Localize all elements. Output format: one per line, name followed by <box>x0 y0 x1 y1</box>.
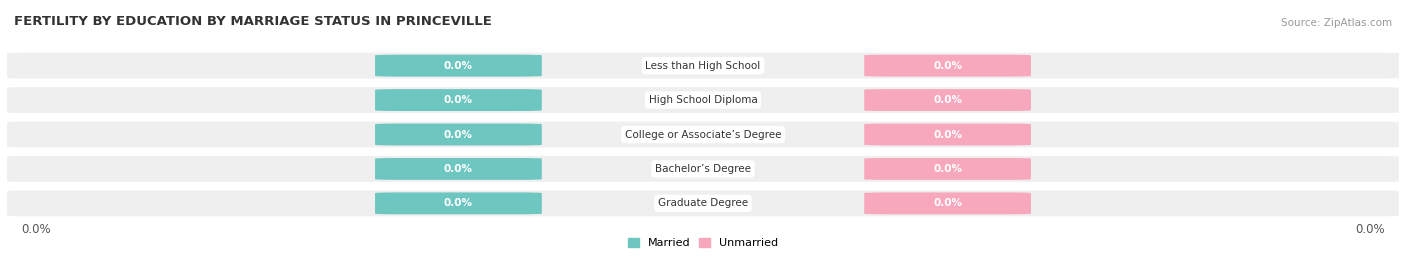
Text: 0.0%: 0.0% <box>934 129 962 140</box>
FancyBboxPatch shape <box>375 192 541 214</box>
Text: 0.0%: 0.0% <box>21 223 51 236</box>
FancyBboxPatch shape <box>375 158 541 180</box>
FancyBboxPatch shape <box>865 123 1031 146</box>
Text: 0.0%: 0.0% <box>444 198 472 208</box>
Text: FERTILITY BY EDUCATION BY MARRIAGE STATUS IN PRINCEVILLE: FERTILITY BY EDUCATION BY MARRIAGE STATU… <box>14 15 492 28</box>
Text: Graduate Degree: Graduate Degree <box>658 198 748 208</box>
FancyBboxPatch shape <box>7 122 1399 147</box>
Text: 0.0%: 0.0% <box>934 61 962 71</box>
Text: 0.0%: 0.0% <box>444 95 472 105</box>
Text: 0.0%: 0.0% <box>444 164 472 174</box>
FancyBboxPatch shape <box>375 123 541 146</box>
FancyBboxPatch shape <box>865 55 1031 77</box>
FancyBboxPatch shape <box>375 55 541 77</box>
FancyBboxPatch shape <box>865 192 1031 214</box>
Text: 0.0%: 0.0% <box>1355 223 1385 236</box>
FancyBboxPatch shape <box>7 87 1399 113</box>
Text: 0.0%: 0.0% <box>444 61 472 71</box>
Legend: Married, Unmarried: Married, Unmarried <box>623 233 783 253</box>
Text: Bachelor’s Degree: Bachelor’s Degree <box>655 164 751 174</box>
FancyBboxPatch shape <box>7 53 1399 79</box>
Text: 0.0%: 0.0% <box>444 129 472 140</box>
Text: College or Associate’s Degree: College or Associate’s Degree <box>624 129 782 140</box>
Text: Less than High School: Less than High School <box>645 61 761 71</box>
FancyBboxPatch shape <box>375 89 541 111</box>
Text: High School Diploma: High School Diploma <box>648 95 758 105</box>
FancyBboxPatch shape <box>7 156 1399 182</box>
FancyBboxPatch shape <box>7 190 1399 216</box>
Text: 0.0%: 0.0% <box>934 198 962 208</box>
FancyBboxPatch shape <box>865 158 1031 180</box>
Text: 0.0%: 0.0% <box>934 95 962 105</box>
Text: 0.0%: 0.0% <box>934 164 962 174</box>
FancyBboxPatch shape <box>865 89 1031 111</box>
Text: Source: ZipAtlas.com: Source: ZipAtlas.com <box>1281 18 1392 28</box>
